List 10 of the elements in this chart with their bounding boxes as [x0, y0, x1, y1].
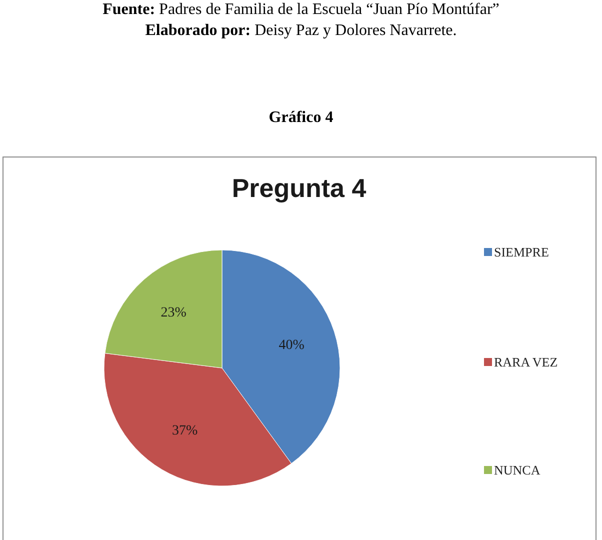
legend-label: RARA VEZ	[494, 354, 558, 370]
data-label: 40%	[278, 338, 305, 353]
source-note: Fuente: Padres de Familia de la Escuela “Juan Pío Montúfar”	[102, 1, 500, 18]
chart-title: Pregunta 4	[232, 173, 367, 203]
legend-label: NUNCA	[494, 462, 541, 478]
text: Gráfico 4	[268, 109, 334, 126]
legend-label: SIEMPRE	[494, 244, 549, 260]
data-label: 23%	[160, 306, 187, 321]
data-label: 37%	[172, 423, 198, 438]
text: Elaborado por: Deisy Paz y Dolores Navarrete.	[145, 22, 457, 39]
